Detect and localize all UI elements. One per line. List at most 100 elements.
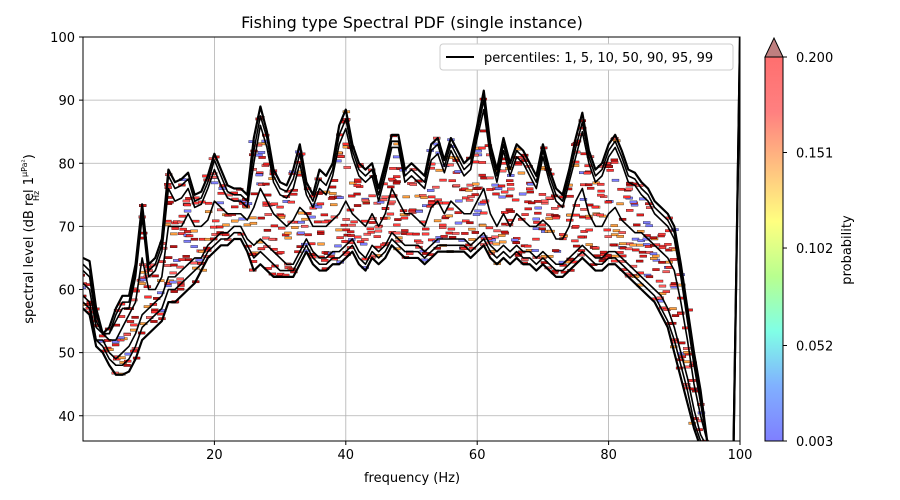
probability-dot — [400, 216, 409, 220]
probability-dot — [454, 211, 462, 215]
probability-dot — [610, 158, 619, 162]
probability-dot — [255, 153, 263, 157]
probability-dot — [262, 201, 270, 205]
colorbar-tick-label: 0.052 — [796, 339, 833, 354]
probability-dot — [182, 255, 190, 258]
probability-dot — [317, 242, 325, 246]
legend: percentiles: 1, 5, 10, 50, 90, 95, 99 — [439, 43, 734, 71]
probability-dot — [439, 178, 447, 182]
probability-dot — [348, 223, 356, 227]
probability-dot — [485, 226, 494, 230]
probability-dot — [538, 227, 546, 231]
probability-dot — [551, 207, 559, 210]
probability-dot — [317, 232, 325, 235]
chart-title: Fishing type Spectral PDF (single instan… — [241, 13, 583, 32]
probability-dot — [342, 218, 350, 221]
probability-dot — [222, 233, 230, 237]
probability-dot — [491, 183, 499, 187]
probability-dot — [580, 230, 588, 233]
probability-dot — [480, 211, 488, 215]
probability-dot — [572, 204, 581, 207]
probability-dot — [471, 231, 480, 234]
y-axis-label-unit-num: μPa² — [20, 159, 29, 177]
probability-dot — [144, 295, 152, 299]
probability-dot — [500, 190, 509, 194]
probability-dot — [381, 207, 390, 210]
probability-dot — [455, 199, 463, 203]
probability-dot — [636, 213, 644, 217]
probability-dot — [461, 187, 469, 191]
probability-dot — [249, 216, 257, 220]
probability-dot — [658, 246, 666, 250]
probability-dot — [243, 223, 252, 227]
probability-dot — [597, 189, 605, 193]
legend-label: percentiles: 1, 5, 10, 50, 90, 95, 99 — [484, 51, 713, 66]
probability-dot — [545, 196, 553, 200]
probability-dot — [361, 198, 369, 202]
probability-dot — [150, 320, 158, 323]
probability-dot — [250, 192, 259, 196]
probability-dot — [591, 205, 599, 209]
probability-dot — [314, 205, 323, 209]
probability-dot — [585, 243, 593, 246]
probability-dot — [611, 254, 619, 258]
probability-dot — [348, 194, 356, 198]
probability-dot — [699, 444, 706, 446]
probability-dot — [354, 235, 362, 239]
probability-dot — [137, 331, 146, 335]
probability-dot — [264, 213, 272, 216]
probability-dot — [204, 201, 213, 205]
probability-dot — [703, 446, 710, 448]
probability-dot — [468, 227, 476, 231]
probability-dot — [695, 442, 702, 444]
probability-dot — [617, 187, 625, 191]
probability-dot — [278, 226, 286, 230]
probability-dot — [263, 228, 272, 232]
probability-dot — [619, 242, 627, 246]
probability-dot — [297, 231, 305, 235]
x-tick-label: 20 — [206, 448, 223, 463]
probability-dot — [635, 259, 644, 263]
probability-dot — [479, 200, 488, 204]
probability-dot — [353, 192, 361, 196]
probability-dot — [170, 290, 178, 293]
probability-dot — [534, 206, 542, 210]
probability-dot — [389, 167, 397, 170]
probability-dot — [184, 230, 192, 233]
probability-dot — [662, 290, 671, 293]
probability-dot — [597, 182, 605, 186]
probability-dot — [406, 252, 414, 255]
y-tick-label: 80 — [58, 157, 75, 172]
probability-dot — [524, 207, 532, 211]
y-tick-label: 60 — [58, 284, 75, 299]
probability-dot — [658, 232, 666, 236]
probability-dot — [231, 205, 239, 209]
probability-dot — [176, 265, 184, 269]
probability-dot — [361, 238, 369, 241]
probability-dot — [517, 171, 526, 175]
probability-dot — [592, 246, 600, 250]
probability-dot — [179, 227, 187, 231]
probability-dot — [329, 192, 337, 195]
probability-dot — [176, 287, 185, 291]
probability-dot — [625, 247, 633, 251]
probability-dot — [445, 231, 453, 235]
probability-dot — [505, 194, 514, 198]
probability-dot — [637, 239, 645, 243]
probability-dot — [584, 183, 593, 187]
y-axis-label-close: ) — [22, 154, 37, 159]
probability-dot — [353, 184, 361, 187]
probability-dot — [287, 200, 296, 204]
probability-dot — [650, 257, 658, 260]
probability-dot — [190, 237, 199, 241]
probability-dot — [610, 233, 619, 237]
probability-dot — [392, 181, 401, 185]
probability-dot — [507, 187, 515, 191]
probability-dot — [447, 227, 456, 231]
probability-dot — [528, 201, 536, 205]
probability-dot — [257, 247, 266, 250]
probability-dot — [467, 195, 475, 198]
probability-dot — [301, 224, 309, 228]
probability-dot — [268, 237, 276, 241]
